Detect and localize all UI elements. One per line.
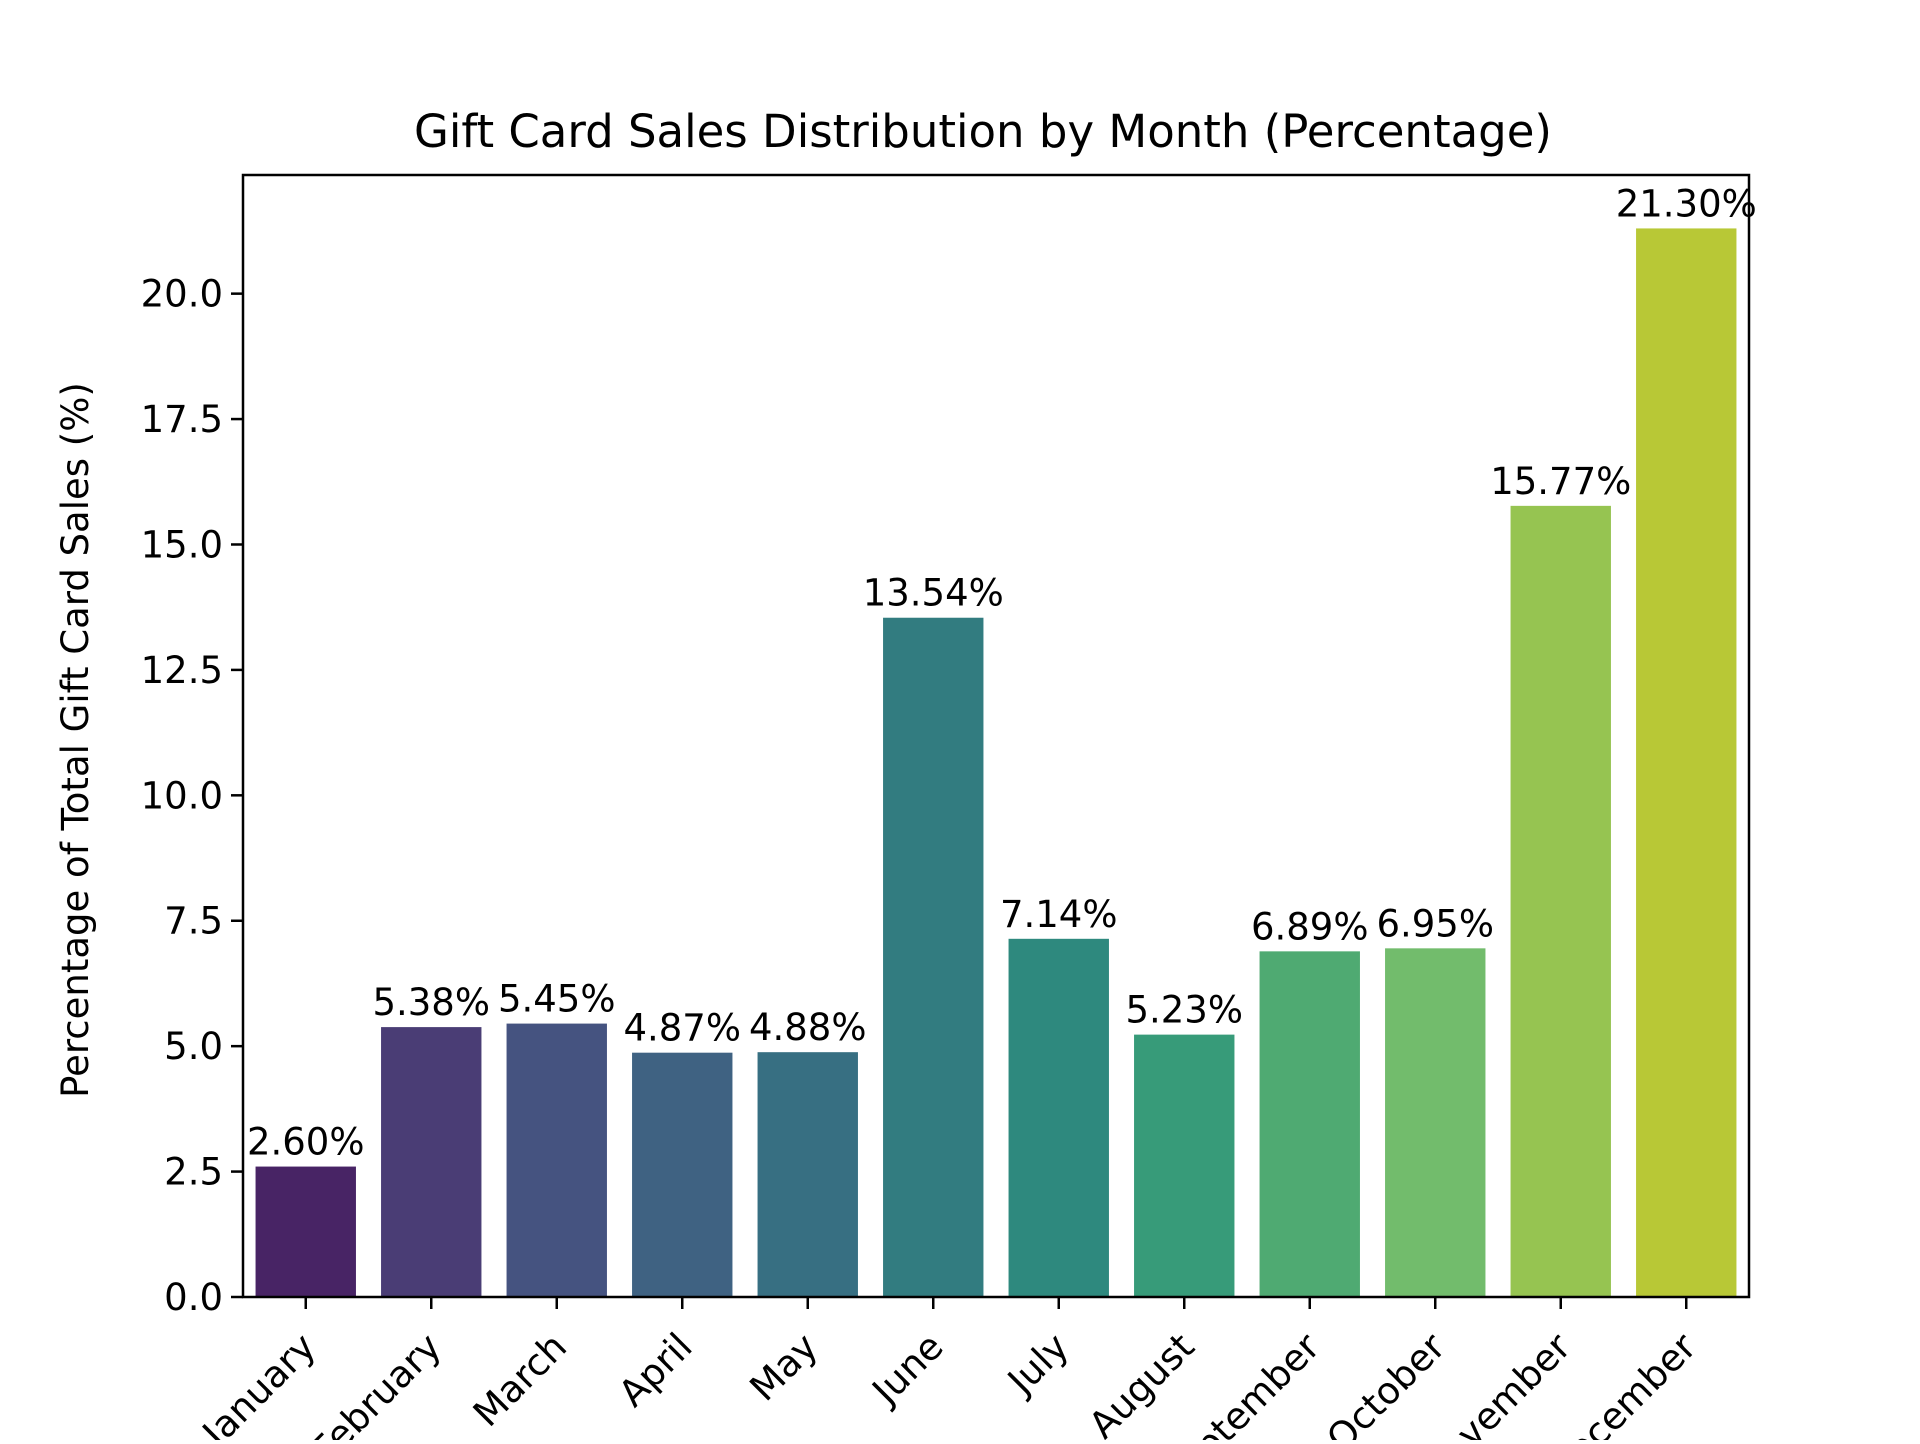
bar-november (1510, 505, 1611, 1297)
data-label-september: 6.89% (1251, 905, 1369, 948)
x-tick-label: August (1081, 1325, 1203, 1440)
bars-layer: 2.60% 5.38% 5.45%4.87% 4.88% 13.54% 7.14% 5.23… (247, 182, 1757, 1297)
x-tick-label: February (303, 1325, 449, 1440)
bar-january (255, 1166, 356, 1297)
x-tick-label: July (998, 1325, 1077, 1404)
data-label-may: 4.88% (749, 1006, 867, 1049)
bar-july (1008, 938, 1109, 1297)
x-tick-label: June (863, 1325, 952, 1414)
bar-may (757, 1052, 858, 1297)
chart-title: Gift Card Sales Distribution by Month (P… (414, 105, 1552, 158)
bar-march (506, 1023, 607, 1297)
bar-june (883, 617, 984, 1297)
y-axis-ticks: 0.0 2.5 5.0 7.5 10.0 12.5 15.0 17.5 20.0 (141, 273, 243, 1319)
y-tick-label: 5.0 (164, 1025, 223, 1068)
plot-frame (241, 173, 1751, 1299)
bar-august (1134, 1034, 1235, 1297)
data-label-july: 7.14% (1000, 893, 1118, 936)
x-tick-label: April (610, 1325, 700, 1415)
bar-september (1259, 951, 1360, 1297)
data-label-june: 13.54% (863, 572, 1004, 615)
y-tick-label: 2.5 (164, 1151, 223, 1194)
bar-october (1385, 948, 1486, 1297)
data-label-november: 15.77% (1490, 460, 1631, 503)
x-tick-label: October (1319, 1324, 1455, 1440)
bar-february (381, 1027, 482, 1297)
data-label-april: 4.87% (623, 1007, 741, 1050)
x-tick-label: March (465, 1325, 575, 1435)
x-tick-label: May (742, 1325, 826, 1409)
y-tick-label: 10.0 (141, 774, 223, 817)
y-axis-label: Percentage of Total Gift Card Sales (%) (54, 382, 97, 1098)
y-tick-label: 7.5 (164, 900, 223, 943)
x-tick-label: January (193, 1325, 324, 1440)
y-tick-label: 17.5 (141, 398, 223, 441)
y-tick-label: 12.5 (141, 649, 223, 692)
data-label-march: 5.45% (498, 978, 616, 1021)
y-tick-label: 0.0 (164, 1276, 223, 1319)
y-tick-label: 20.0 (141, 273, 223, 316)
data-label-january: 2.60% (247, 1121, 365, 1164)
data-label-august: 5.23% (1125, 989, 1243, 1032)
data-label-february: 5.38% (372, 981, 490, 1024)
data-label-december: 21.30% (1616, 182, 1757, 225)
bar-december (1636, 228, 1737, 1297)
bar-april (632, 1052, 733, 1297)
data-label-october: 6.95% (1376, 902, 1494, 945)
y-tick-label: 15.0 (141, 523, 223, 566)
